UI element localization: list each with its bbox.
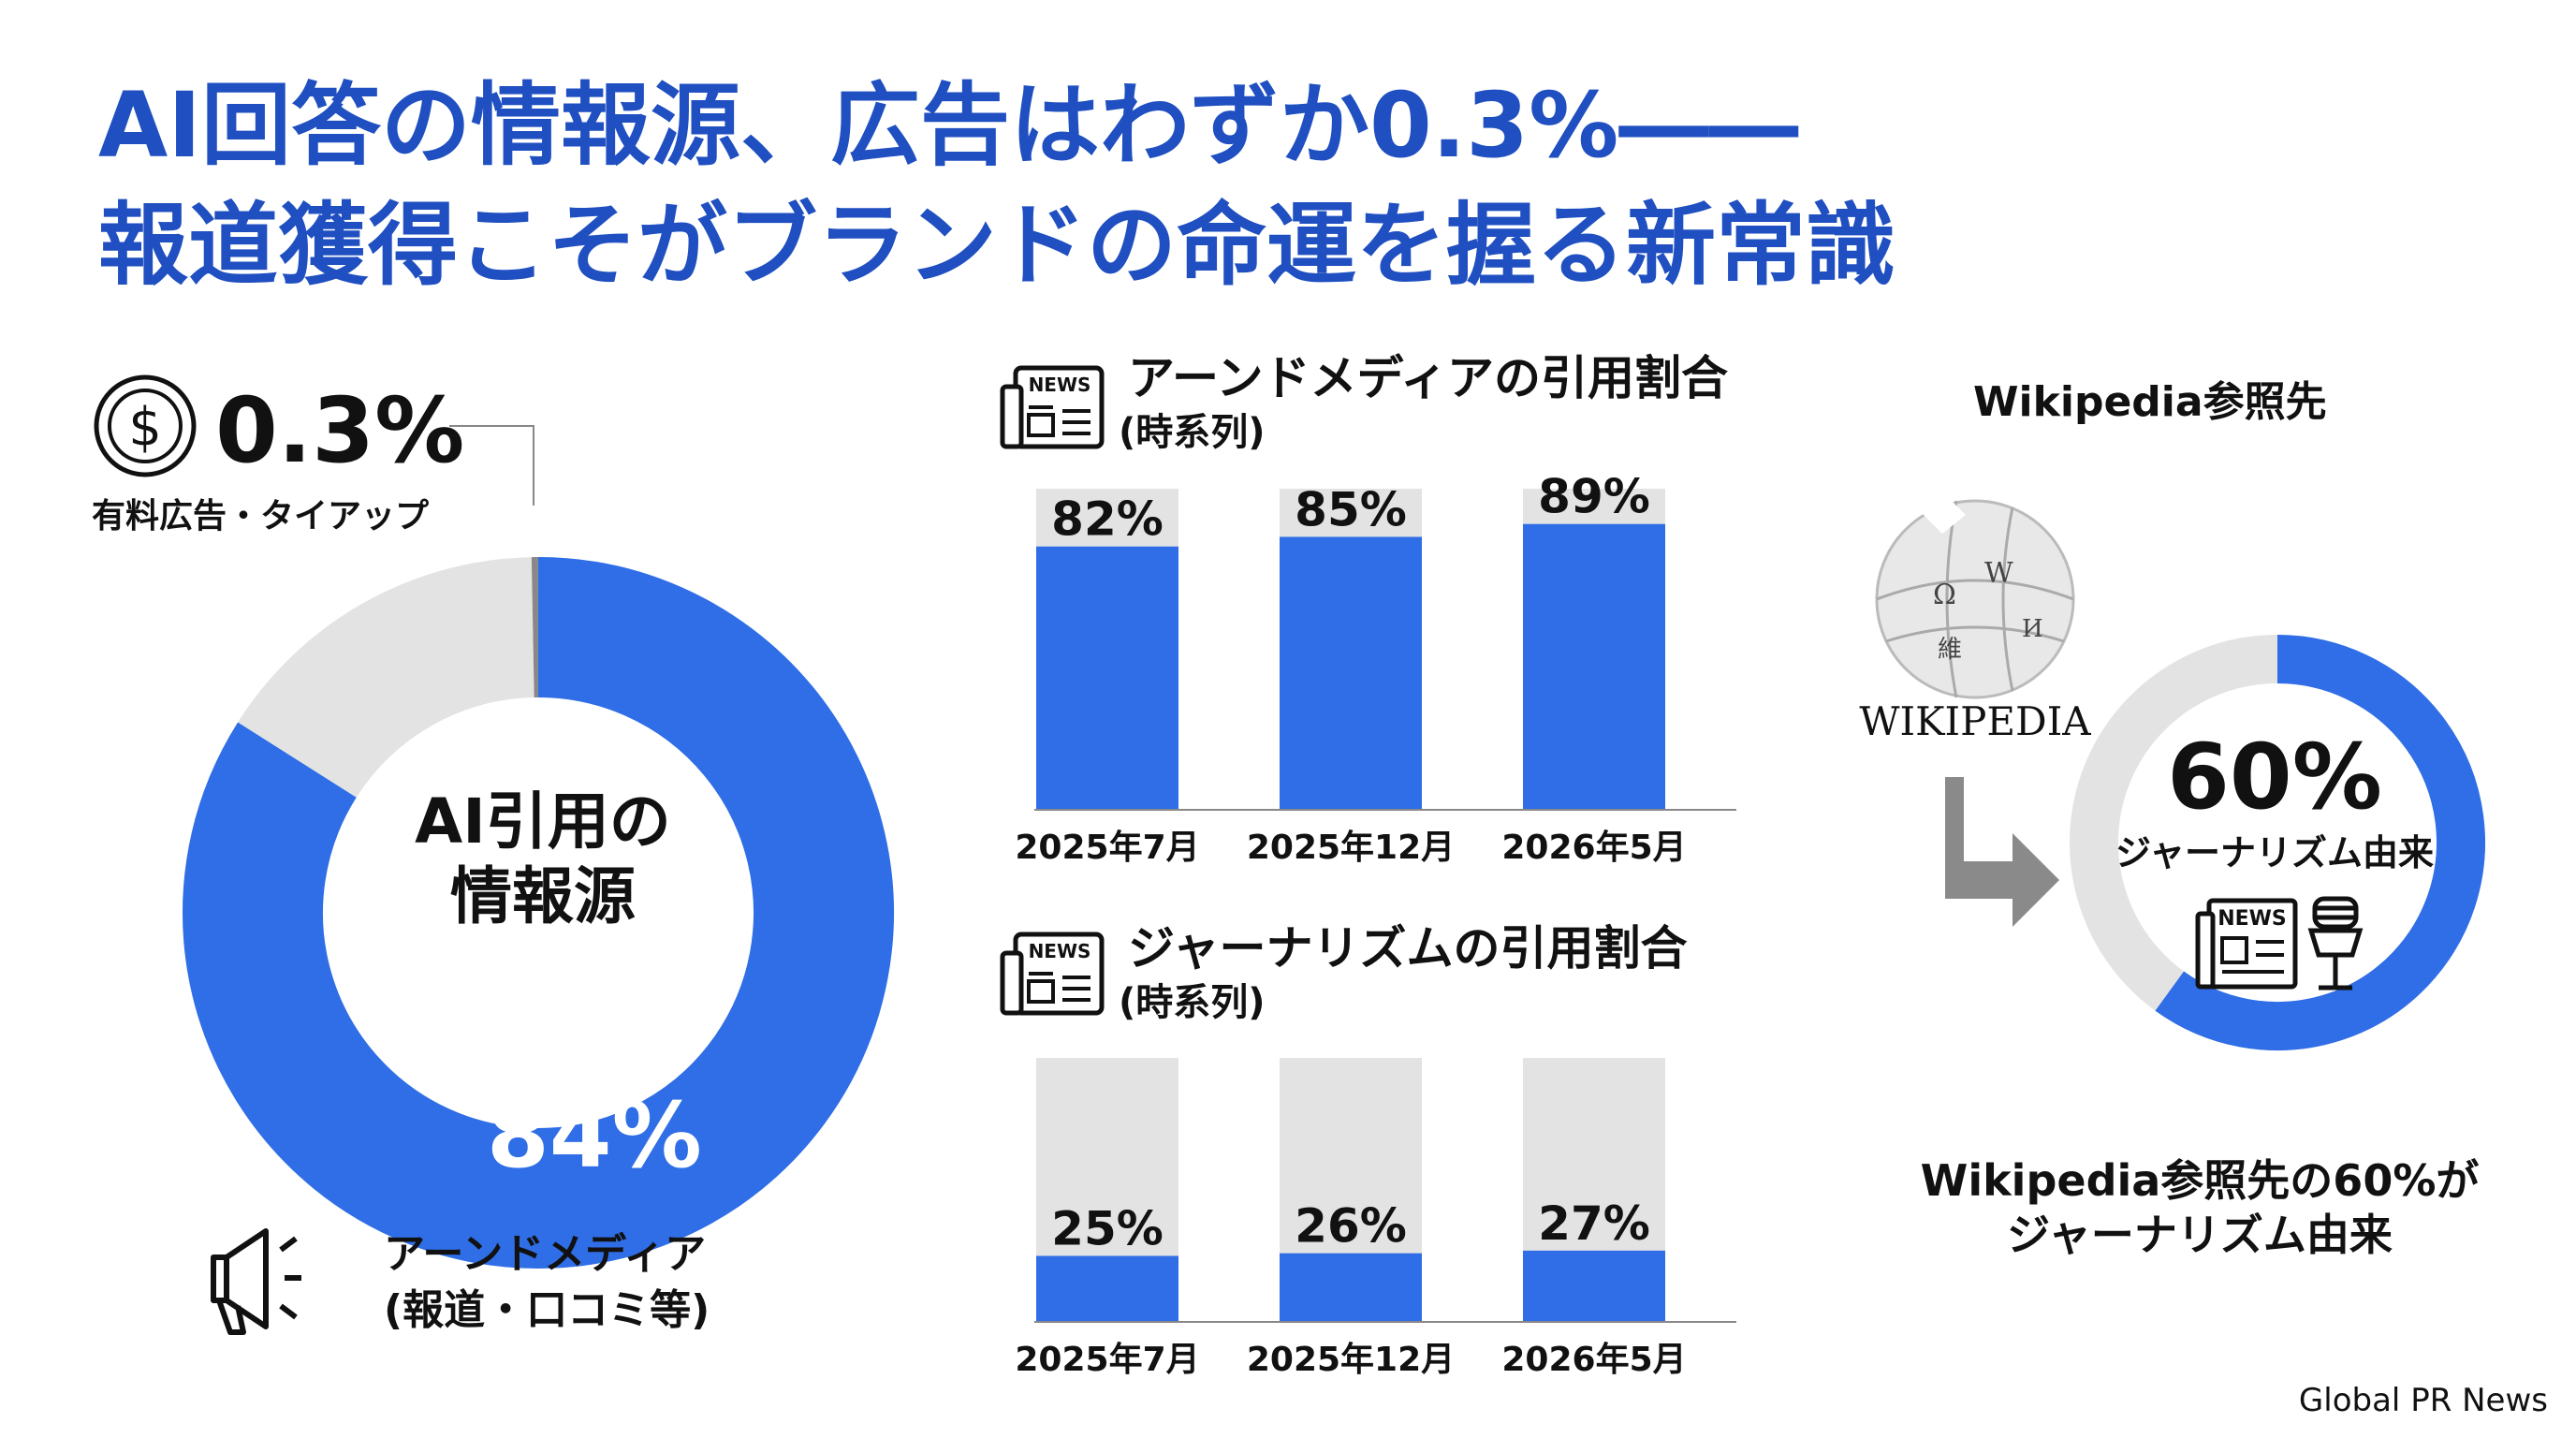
wiki-summary-line-2: ジャーナリズム由来: [2007, 1210, 2393, 1260]
wiki-ring-journalism: [2155, 635, 2485, 1050]
title-line-2: 報道獲得こそがブランドの命運を握る新常識: [98, 193, 1895, 298]
journalism-bar: [1280, 1253, 1422, 1322]
panel1-subtitle: (時系列): [1119, 411, 1266, 454]
ai-sources-donut: [183, 557, 894, 1269]
panel2-title: ジャーナリズムの引用割合: [1128, 921, 1688, 976]
wikipedia-globe-icon: Ω W И 維: [1875, 496, 2075, 699]
earned-tick-label: 2026年5月: [1501, 829, 1686, 867]
svg-text:維: 維: [1938, 636, 1962, 664]
title-line-1: AI回答の情報源、広告はわずか0.3%――: [98, 73, 1799, 178]
journalism-tick-label: 2026年5月: [1501, 1341, 1686, 1379]
donut-center-line-2: 情報源: [450, 860, 636, 932]
donut-center-line-1: AI引用の: [415, 785, 671, 858]
donut-slice-other: [238, 557, 536, 800]
footer-source: Global PR News: [2298, 1382, 2548, 1419]
wiki-ring-value: 60%: [2167, 725, 2382, 829]
dollar-icon: $: [94, 374, 197, 477]
earned-value-label: 89%: [1538, 470, 1650, 524]
news-icon-label: NEWS: [2217, 907, 2287, 931]
earned-caption-line-2: (報道・口コミ等): [384, 1286, 710, 1334]
wiki-header: Wikipedia参照先: [1973, 378, 2327, 426]
earned-tick-label: 2025年12月: [1247, 829, 1455, 867]
news-icon-label: NEWS: [1029, 940, 1091, 962]
paid-caption: 有料広告・タイアップ: [92, 497, 430, 536]
earned-caption-line-1: アーンドメディア: [384, 1230, 707, 1278]
arrow-right-icon: [1945, 777, 2059, 927]
donut-center-label: AI引用の 情報源: [356, 785, 730, 934]
svg-text:Ω: Ω: [1933, 579, 1956, 611]
news-icon: [2195, 898, 2298, 990]
earned-media-bar-chart: 82% 2025年7月 85% 2025年12月 89% 2026年5月: [1015, 470, 1736, 867]
journalism-value-label: 26%: [1295, 1199, 1407, 1254]
journalism-value-label: 25%: [1051, 1202, 1164, 1256]
wiki-summary-line-1: Wikipedia参照先の60%が: [1920, 1155, 2480, 1206]
journalism-bar: [1523, 1250, 1665, 1322]
paid-leader-line: [449, 425, 534, 506]
journalism-bar: [1036, 1255, 1178, 1322]
earned-bar: [1036, 546, 1178, 810]
page-title: AI回答の情報源、広告はわずか0.3%―― 報道獲得こそがブランドの命運を握る新…: [98, 66, 1895, 305]
journalism-value-label: 27%: [1538, 1196, 1650, 1251]
wikipedia-wordmark: WIKIPEDIA: [1859, 698, 2091, 744]
wiki-ring-caption: ジャーナリズム由来: [2115, 832, 2435, 873]
earned-value-label: 82%: [1051, 492, 1164, 547]
svg-text:$: $: [128, 397, 162, 458]
svg-text:И: И: [2022, 615, 2043, 643]
earned-value-label: 85%: [1295, 482, 1407, 536]
svg-text:W: W: [1984, 557, 2013, 590]
journalism-bar-chart: 25% 2025年7月 26% 2025年12月 27% 2026年5月: [1015, 1058, 1736, 1379]
microphone-icon: [2307, 896, 2364, 990]
news-icon-label: NEWS: [1029, 374, 1091, 396]
earned-tick-label: 2025年7月: [1015, 829, 1199, 867]
earned-bar: [1280, 536, 1422, 810]
journalism-tick-label: 2025年7月: [1015, 1341, 1199, 1379]
news-icon: [1000, 365, 1105, 449]
earned-caption: アーンドメディア (報道・口コミ等): [384, 1226, 710, 1339]
megaphone-icon: [211, 1228, 301, 1335]
donut-slice-earned: [183, 557, 894, 1269]
earned-percent-label: 84%: [487, 1083, 702, 1188]
wiki-summary: Wikipedia参照先の60%が ジャーナリズム由来: [1872, 1153, 2527, 1262]
wikipedia-journalism-ring: [2070, 635, 2485, 1050]
journalism-tick-label: 2025年12月: [1247, 1341, 1455, 1379]
panel2-subtitle: (時系列): [1119, 981, 1266, 1024]
earned-bar: [1523, 523, 1665, 810]
panel1-title: アーンドメディアの引用割合: [1128, 351, 1728, 405]
news-icon: [1000, 932, 1105, 1016]
paid-percent-label: 0.3%: [215, 378, 465, 483]
